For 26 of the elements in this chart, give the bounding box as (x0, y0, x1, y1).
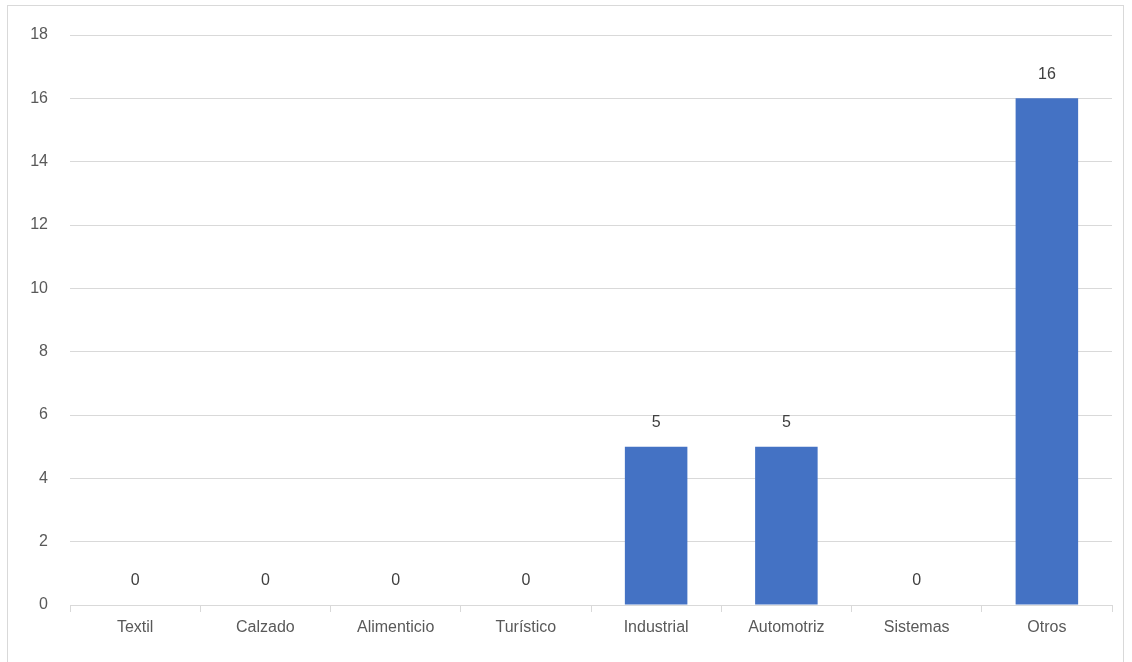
data-label: 5 (651, 413, 661, 431)
y-tick-label: 18 (30, 25, 49, 43)
y-tick-label: 6 (39, 405, 49, 423)
data-label: 5 (781, 413, 791, 431)
x-tick-label: Textil (116, 618, 154, 636)
y-tick-label: 12 (30, 215, 49, 233)
x-tick-label: Otros (1027, 618, 1067, 636)
data-label: 0 (130, 571, 140, 589)
y-tick-label: 16 (30, 88, 49, 106)
y-tick-label: 0 (39, 595, 49, 613)
x-tick-label: Automotriz (748, 618, 825, 636)
data-label: 0 (260, 571, 270, 589)
data-label: 0 (912, 571, 922, 589)
y-tick-label: 10 (30, 278, 49, 296)
y-tick-label: 2 (39, 532, 49, 550)
x-tick-label: Alimenticio (356, 618, 435, 636)
x-tick-label: Industrial (623, 618, 689, 636)
y-tick-label: 8 (39, 342, 49, 360)
x-tick-label: Sistemas (883, 618, 950, 636)
data-label: 16 (1037, 64, 1056, 82)
data-label: 0 (521, 571, 531, 589)
y-tick-label: 4 (39, 468, 49, 486)
x-tick-label: Calzado (236, 618, 295, 636)
data-label: 0 (391, 571, 401, 589)
y-tick-label: 14 (30, 152, 49, 170)
x-tick-label: Turístico (495, 618, 557, 636)
